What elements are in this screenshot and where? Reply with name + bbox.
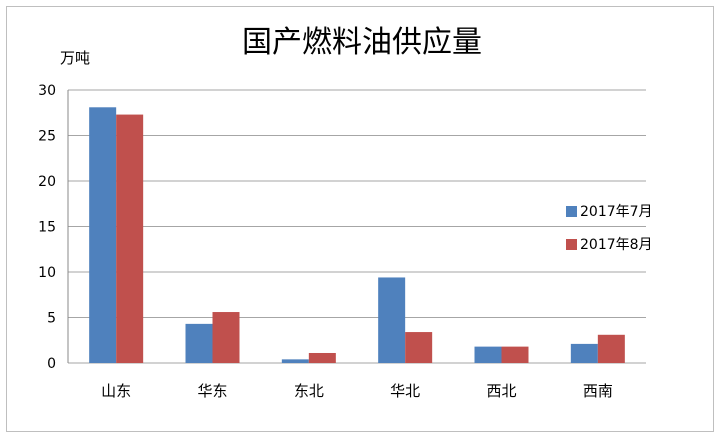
bar-3-1: [405, 332, 433, 363]
legend-swatch-1: [566, 239, 577, 250]
bar-1-1: [212, 312, 240, 363]
gridlines: [67, 89, 646, 364]
y-tick-label-3: 15: [38, 220, 56, 236]
bar-4-0: [474, 346, 502, 363]
y-tick-label-4: 20: [38, 174, 56, 190]
y-tick-label-2: 10: [38, 265, 56, 281]
bar-4-1: [501, 346, 529, 363]
bar-1-0: [185, 323, 213, 363]
y-tick-label-5: 25: [38, 129, 56, 145]
bar-2-0: [281, 359, 309, 363]
x-category-label-5: 西南: [583, 382, 613, 400]
x-category-label-2: 东北: [294, 382, 324, 400]
bar-5-1: [597, 334, 625, 363]
y-tick-label-6: 30: [38, 83, 56, 99]
bar-2-1: [308, 352, 336, 363]
chart-title: 国产燃料油供应量: [242, 25, 482, 60]
y-axis-ticks: 0 5 10 15 20 25 30: [38, 83, 56, 372]
legend: 2017年7月 2017年8月: [566, 204, 653, 253]
x-category-label-3: 华北: [390, 382, 420, 400]
bar-5-0: [570, 343, 598, 363]
bar-3-0: [378, 277, 406, 363]
y-unit-label: 万吨: [60, 49, 90, 67]
bar-0-0: [89, 107, 117, 363]
legend-label-0: 2017年7月: [580, 204, 653, 220]
legend-label-1: 2017年8月: [580, 237, 653, 253]
x-category-label-0: 山东: [101, 382, 131, 400]
bars: [89, 107, 625, 363]
x-axis-categories: 山东 华东 东北 华北 西北 西南: [101, 382, 613, 400]
legend-swatch-0: [566, 206, 577, 217]
y-tick-label-0: 0: [47, 356, 56, 372]
bar-0-1: [116, 114, 144, 363]
x-category-label-1: 华东: [197, 382, 227, 400]
x-category-label-4: 西北: [486, 382, 516, 400]
y-tick-label-1: 5: [47, 311, 56, 327]
